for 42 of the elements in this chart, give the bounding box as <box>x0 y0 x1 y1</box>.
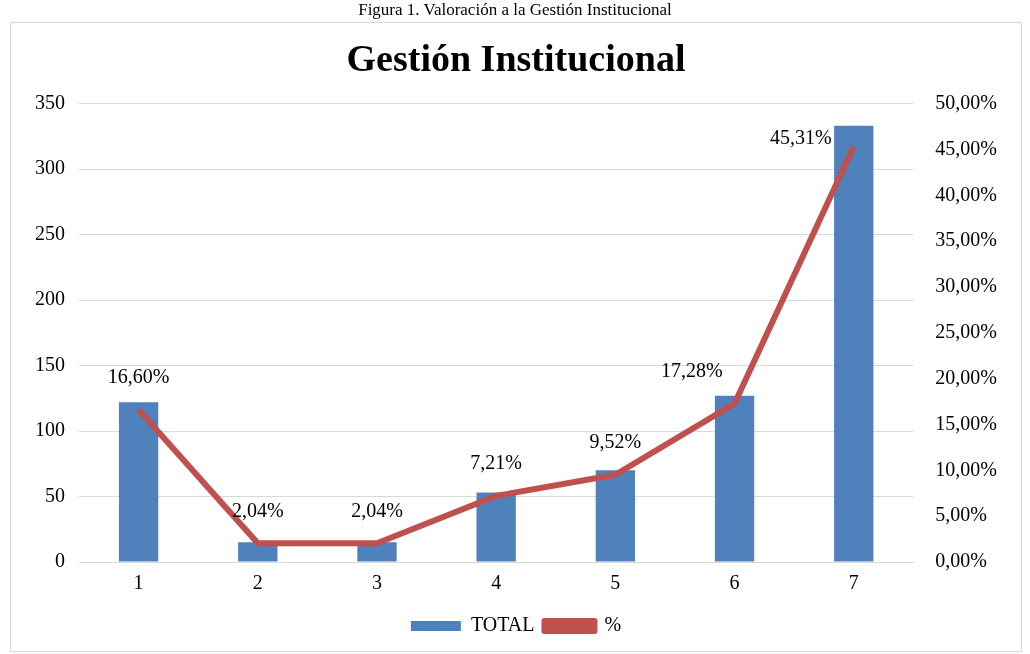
data-label: 17,28% <box>660 358 723 381</box>
y2-tick-label: 45,00% <box>935 136 998 159</box>
bar <box>476 492 516 562</box>
y2-tick-label: 50,00% <box>935 90 998 113</box>
y-tick-label: 200 <box>35 287 65 310</box>
y2-tick-label: 0,00% <box>935 549 988 572</box>
y-tick-label: 150 <box>35 352 65 375</box>
data-label: 16,60% <box>107 365 170 388</box>
bar <box>118 402 159 562</box>
legend-label: % <box>604 613 622 636</box>
y-tick-label: 350 <box>35 90 65 113</box>
x-tick-label: 3 <box>371 571 382 594</box>
y-tick-label: 50 <box>45 483 65 506</box>
x-tick-label: 5 <box>610 571 621 594</box>
y-tick-label: 100 <box>35 418 65 441</box>
y2-tick-label: 30,00% <box>935 274 998 297</box>
data-label: 9,52% <box>589 429 642 452</box>
data-label: 2,04% <box>231 498 284 521</box>
y-tick-label: 0 <box>55 549 65 572</box>
y-tick-label: 300 <box>35 156 65 179</box>
x-tick-label: 7 <box>848 571 859 594</box>
y-tick-label: 250 <box>35 221 65 244</box>
legend-label: TOTAL <box>470 613 535 636</box>
y2-tick-label: 15,00% <box>935 411 998 434</box>
bar <box>834 125 874 562</box>
y2-tick-label: 40,00% <box>935 182 998 205</box>
data-label: 2,04% <box>351 498 403 521</box>
y2-tick-label: 35,00% <box>935 228 998 251</box>
x-tick-label: 2 <box>252 571 263 594</box>
y2-tick-label: 20,00% <box>935 365 998 388</box>
x-tick-label: 4 <box>491 571 502 594</box>
data-label: 7,21% <box>470 451 523 474</box>
bar <box>714 395 755 562</box>
x-tick-label: 1 <box>133 571 144 594</box>
x-tick-label: 6 <box>729 571 740 594</box>
text: Figura 1. Valoración a la Gestión Institucional <box>357 0 673 20</box>
y2-tick-label: 10,00% <box>935 457 998 480</box>
data-label: 45,31% <box>770 125 832 148</box>
y2-tick-label: 25,00% <box>935 320 998 343</box>
y2-tick-label: 5,00% <box>935 503 988 526</box>
bar <box>595 470 636 562</box>
chart-title: Gestión Institucional <box>346 36 686 79</box>
